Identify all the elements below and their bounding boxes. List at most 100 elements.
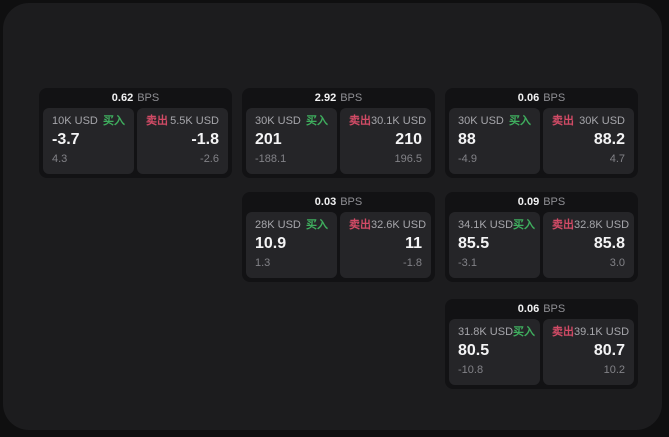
sell-amount: 39.1K USD <box>574 326 630 338</box>
buy-tile[interactable]: 30K USD 买入 88 -4.9 <box>449 108 540 174</box>
sell-delta: -2.6 <box>200 153 219 165</box>
buy-tile[interactable]: 28K USD 买入 10.9 1.3 <box>246 212 337 278</box>
buy-tile-top: 31.8K USD 买入 <box>458 326 535 339</box>
buy-price: 88 <box>458 131 476 148</box>
sell-tile[interactable]: 卖出 39.1K USD 80.7 10.2 <box>543 319 634 385</box>
sell-tile[interactable]: 卖出 5.5K USD -1.8 -2.6 <box>137 108 228 174</box>
quote-tiles: 30K USD 买入 201 -188.1 卖出 30.1K USD 210 1… <box>246 108 431 174</box>
sell-delta: -1.8 <box>403 257 422 269</box>
buy-side-label: 买入 <box>513 219 536 231</box>
spread-value: 0.62 <box>111 92 134 104</box>
sell-price: 80.7 <box>593 342 625 359</box>
buy-tile[interactable]: 31.8K USD 买入 80.5 -10.8 <box>449 319 540 385</box>
buy-tile[interactable]: 10K USD 买入 -3.7 4.3 <box>43 108 134 174</box>
buy-price: 201 <box>255 131 282 148</box>
buy-delta: -10.8 <box>458 364 484 376</box>
quote-card: 0.03 BPS 28K USD 买入 10.9 1.3 卖出 32.6K US… <box>242 192 435 282</box>
sell-side-label: 卖出 <box>552 326 574 338</box>
buy-price: 10.9 <box>255 235 287 252</box>
spread-header: 0.62 BPS <box>39 88 232 108</box>
spread-unit: BPS <box>137 92 160 104</box>
sell-side-label: 卖出 <box>349 219 371 231</box>
spread-unit: BPS <box>543 303 566 315</box>
sell-tile-top: 卖出 5.5K USD <box>146 115 219 128</box>
quote-card: 0.09 BPS 34.1K USD 买入 85.5 -3.1 卖出 32.8K… <box>445 192 638 282</box>
buy-side-label: 买入 <box>509 115 531 127</box>
buy-tile-top: 28K USD 买入 <box>255 219 328 232</box>
buy-tile-top: 30K USD 买入 <box>255 115 328 128</box>
spread-unit: BPS <box>340 196 363 208</box>
buy-delta: -4.9 <box>458 153 477 165</box>
buy-amount: 30K USD <box>255 115 301 127</box>
buy-price: -3.7 <box>52 131 80 148</box>
spread-value: 2.92 <box>314 92 337 104</box>
spread-value: 0.03 <box>314 196 337 208</box>
sell-amount: 5.5K USD <box>170 115 219 127</box>
sell-side-label: 卖出 <box>349 115 371 127</box>
buy-tile[interactable]: 30K USD 买入 201 -188.1 <box>246 108 337 174</box>
buy-amount: 31.8K USD <box>458 326 514 338</box>
sell-price: 11 <box>405 235 422 252</box>
quote-tiles: 31.8K USD 买入 80.5 -10.8 卖出 39.1K USD 80.… <box>449 319 634 385</box>
buy-side-label: 买入 <box>306 115 328 127</box>
spread-header: 0.06 BPS <box>445 88 638 108</box>
quote-tiles: 34.1K USD 买入 85.5 -3.1 卖出 32.8K USD 85.8… <box>449 212 634 278</box>
buy-side-label: 买入 <box>103 115 125 127</box>
spread-unit: BPS <box>543 92 566 104</box>
spread-unit: BPS <box>340 92 363 104</box>
sell-tile[interactable]: 卖出 30K USD 88.2 4.7 <box>543 108 634 174</box>
spread-value: 0.09 <box>517 196 540 208</box>
sell-amount: 30.1K USD <box>371 115 427 127</box>
buy-side-label: 买入 <box>306 219 328 231</box>
sell-tile-top: 卖出 32.8K USD <box>552 219 629 232</box>
buy-delta: -3.1 <box>458 257 477 269</box>
sell-delta: 196.5 <box>394 153 422 165</box>
sell-tile[interactable]: 卖出 32.8K USD 85.8 3.0 <box>543 212 634 278</box>
sell-delta: 10.2 <box>603 364 625 376</box>
buy-delta: -188.1 <box>255 153 287 165</box>
sell-amount: 30K USD <box>579 115 625 127</box>
sell-delta: 4.7 <box>609 153 625 165</box>
buy-tile-top: 34.1K USD 买入 <box>458 219 535 232</box>
buy-price: 80.5 <box>458 342 490 359</box>
sell-side-label: 卖出 <box>552 219 574 231</box>
sell-tile-top: 卖出 32.6K USD <box>349 219 426 232</box>
quote-tiles: 10K USD 买入 -3.7 4.3 卖出 5.5K USD -1.8 -2.… <box>43 108 228 174</box>
sell-tile-top: 卖出 30.1K USD <box>349 115 426 128</box>
sell-tile[interactable]: 卖出 32.6K USD 11 -1.8 <box>340 212 431 278</box>
spread-header: 0.03 BPS <box>242 192 435 212</box>
buy-amount: 10K USD <box>52 115 98 127</box>
buy-price: 85.5 <box>458 235 490 252</box>
buy-amount: 34.1K USD <box>458 219 514 231</box>
sell-tile-top: 卖出 30K USD <box>552 115 625 128</box>
buy-tile-top: 10K USD 买入 <box>52 115 125 128</box>
quote-tiles: 30K USD 买入 88 -4.9 卖出 30K USD 88.2 4.7 <box>449 108 634 174</box>
buy-side-label: 买入 <box>513 326 536 338</box>
sell-amount: 32.8K USD <box>574 219 630 231</box>
spread-header: 0.09 BPS <box>445 192 638 212</box>
sell-price: 85.8 <box>593 235 625 252</box>
quote-tiles: 28K USD 买入 10.9 1.3 卖出 32.6K USD 11 -1.8 <box>246 212 431 278</box>
buy-delta: 4.3 <box>52 153 68 165</box>
spread-header: 0.06 BPS <box>445 299 638 319</box>
sell-delta: 3.0 <box>609 257 625 269</box>
quote-card: 0.06 BPS 31.8K USD 买入 80.5 -10.8 卖出 39.1… <box>445 299 638 389</box>
sell-side-label: 卖出 <box>552 115 574 127</box>
buy-tile[interactable]: 34.1K USD 买入 85.5 -3.1 <box>449 212 540 278</box>
sell-tile[interactable]: 卖出 30.1K USD 210 196.5 <box>340 108 431 174</box>
sell-price: 88.2 <box>593 131 625 148</box>
sell-price: -1.8 <box>191 131 219 148</box>
buy-delta: 1.3 <box>255 257 271 269</box>
buy-tile-top: 30K USD 买入 <box>458 115 531 128</box>
sell-tile-top: 卖出 39.1K USD <box>552 326 629 339</box>
spread-value: 0.06 <box>517 303 540 315</box>
sell-amount: 32.6K USD <box>371 219 427 231</box>
quote-card: 0.06 BPS 30K USD 买入 88 -4.9 卖出 30K USD <box>445 88 638 178</box>
quote-card: 0.62 BPS 10K USD 买入 -3.7 4.3 卖出 5.5K USD <box>39 88 232 178</box>
buy-amount: 30K USD <box>458 115 504 127</box>
spread-header: 2.92 BPS <box>242 88 435 108</box>
quotes-panel: 0.62 BPS 10K USD 买入 -3.7 4.3 卖出 5.5K USD <box>3 3 662 430</box>
sell-side-label: 卖出 <box>146 115 168 127</box>
spread-unit: BPS <box>543 196 566 208</box>
